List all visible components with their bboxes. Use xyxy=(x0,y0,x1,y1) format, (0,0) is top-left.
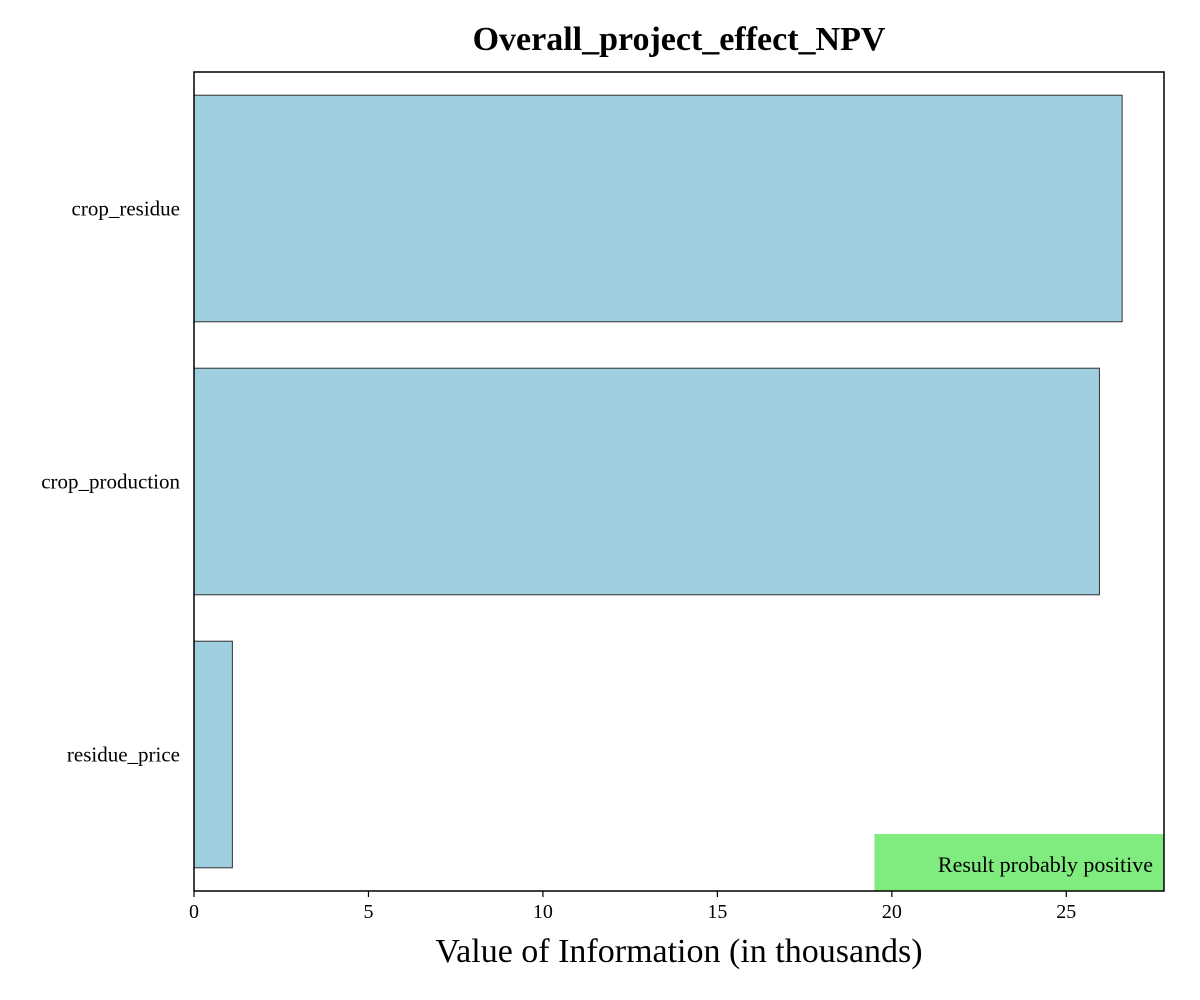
x-axis: 0 5 10 15 20 25 xyxy=(189,891,1076,923)
result-note: Result probably positive xyxy=(874,834,1164,891)
x-tick-label: 5 xyxy=(363,901,373,923)
x-tick-label: 20 xyxy=(882,901,902,923)
bar-crop-residue xyxy=(193,94,1123,323)
x-tick-label: 10 xyxy=(533,901,553,923)
chart-title: Overall_project_effect_NPV xyxy=(473,21,886,58)
category-label-crop-residue: crop_residue xyxy=(72,197,180,221)
bar-crop-production xyxy=(193,367,1100,596)
category-label-crop-production: crop_production xyxy=(41,470,180,494)
category-label-residue-price: residue_price xyxy=(67,743,180,767)
x-axis-title: Value of Information (in thousands) xyxy=(435,933,922,970)
result-note-text: Result probably positive xyxy=(938,852,1153,877)
x-tick-label: 15 xyxy=(707,901,727,923)
bars-group xyxy=(193,94,1123,869)
bar-residue-price xyxy=(193,640,233,869)
x-tick-label: 25 xyxy=(1056,901,1076,923)
result-note-background xyxy=(874,834,1164,891)
category-labels: crop_residue crop_production residue_price xyxy=(41,197,180,767)
x-tick-label: 0 xyxy=(189,901,199,923)
plot-frame xyxy=(193,71,1165,892)
